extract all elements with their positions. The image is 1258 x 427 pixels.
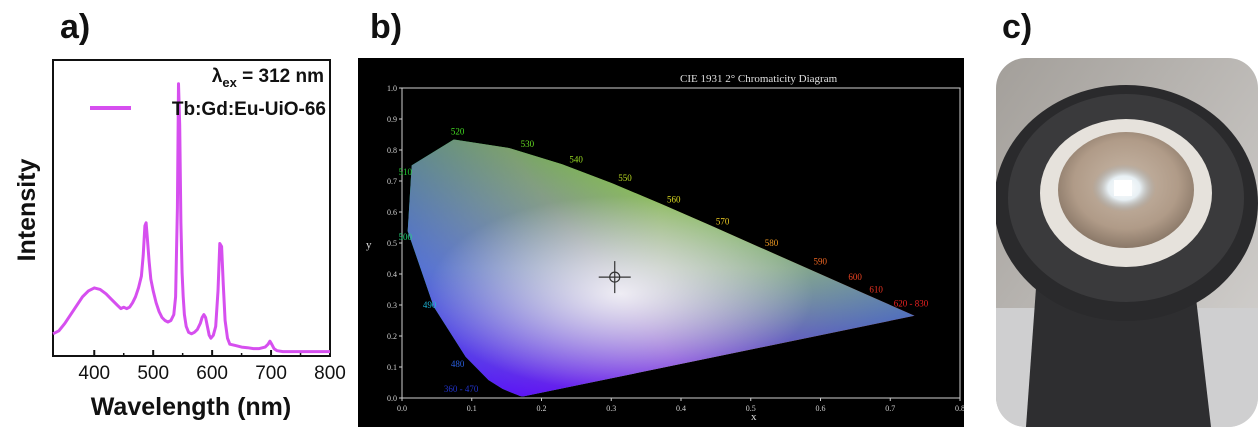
y-tick-label: 0.2 <box>387 332 397 341</box>
wavelength-label: 550 <box>618 173 632 183</box>
wavelength-label: 480 <box>451 359 465 369</box>
x-tick-label: 600 <box>196 363 228 384</box>
excitation-subscript: ex <box>222 75 237 90</box>
flashlight-body <box>1026 288 1211 427</box>
x-tick-label: 0.7 <box>885 404 895 413</box>
y-tick-label: 0.4 <box>387 270 397 279</box>
axis-ticks: 0.0 0.1 0.2 0.3 0.4 0.5 0.6 0.7 0.8 0.0 0.1 0.2 0.3 0… <box>387 84 964 413</box>
chromaticity-point <box>598 261 631 294</box>
x-tick-label: 0.0 <box>397 404 407 413</box>
emission-spectrum-chart: 400 500 600 700 800 λex = 312 nm Tb:Gd:Eu-Ui… <box>13 59 346 421</box>
panel-label-a: a) <box>60 8 91 46</box>
excitation-annotation: λex = 312 nm <box>212 66 324 90</box>
y-tick-label: 0.5 <box>387 239 397 248</box>
wavelength-label: 360 - 470 <box>444 384 479 394</box>
wavelength-label: 580 <box>765 238 779 248</box>
panel-label-c: c) <box>1002 8 1033 46</box>
y-tick-label: 0.7 <box>387 177 397 186</box>
x-tick-label: 0.8 <box>955 404 964 413</box>
cie-chromaticity-diagram: CIE 1931 2° Chromaticity Diagram 360 - 4… <box>358 58 964 427</box>
x-axis-label: Wavelength (nm) <box>91 393 291 421</box>
y-tick-label: 0.6 <box>387 208 397 217</box>
spectrum-line <box>52 82 330 354</box>
chart-title: CIE 1931 2° Chromaticity Diagram <box>680 73 838 85</box>
wavelength-label: 540 <box>569 154 583 164</box>
x-tick-label: 0.1 <box>467 404 477 413</box>
wavelength-label: 530 <box>521 139 535 149</box>
x-tick-label: 0.2 <box>537 404 547 413</box>
x-axis-label: x <box>751 411 757 423</box>
y-tick-label: 0.0 <box>387 394 397 403</box>
wavelength-label: 610 <box>869 285 883 295</box>
y-axis-label: y <box>366 239 372 251</box>
wavelength-label: 520 <box>451 127 465 137</box>
excitation-value: = 312 nm <box>237 66 324 87</box>
excitation-symbol: λ <box>212 66 223 87</box>
legend-label: Tb:Gd:Eu-UiO-66 <box>172 99 326 120</box>
y-tick-label: 0.8 <box>387 146 397 155</box>
y-tick-label: 1.0 <box>387 84 397 93</box>
x-tick-label: 0.3 <box>606 404 616 413</box>
wavelength-label: 600 <box>848 272 862 282</box>
x-tick-label: 0.5 <box>746 404 756 413</box>
plot-frame <box>52 59 331 357</box>
flashlight-photo <box>996 58 1258 427</box>
x-tick-label: 700 <box>255 363 287 384</box>
y-tick-label: 0.9 <box>387 115 397 124</box>
x-tick-label: 0.6 <box>816 404 826 413</box>
sample-spot <box>1114 180 1132 196</box>
y-tick-label: 0.3 <box>387 301 397 310</box>
wavelength-labels: 360 - 470 480 490 500 510 520 530 540 550 560 570 5… <box>399 127 929 394</box>
x-tick-label: 800 <box>314 363 346 384</box>
wavelength-label: 510 <box>399 167 413 177</box>
x-tick-label: 0.4 <box>676 404 686 413</box>
spectral-locus <box>407 139 915 397</box>
x-tick-label: 400 <box>78 363 110 384</box>
y-axis-label: Intensity <box>13 159 41 262</box>
wavelength-label: 620 - 830 <box>894 299 929 309</box>
x-tick-label: 500 <box>137 363 169 384</box>
wavelength-label: 500 <box>399 232 413 242</box>
y-tick-label: 0.1 <box>387 363 397 372</box>
panel-label-b: b) <box>370 8 403 46</box>
wavelength-label: 560 <box>667 195 681 205</box>
wavelength-label: 490 <box>423 300 437 310</box>
flashlight-illustration <box>996 58 1258 427</box>
wavelength-label: 590 <box>814 257 828 267</box>
wavelength-label: 570 <box>716 216 730 226</box>
